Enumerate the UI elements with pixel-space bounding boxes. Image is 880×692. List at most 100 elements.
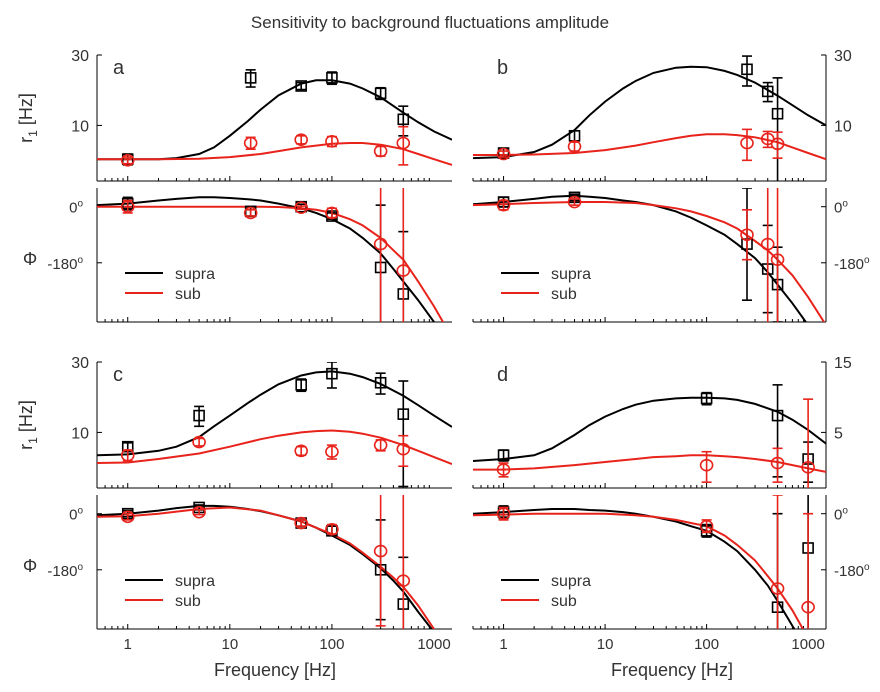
data-point-supra [193,409,205,422]
data-point-sub [760,237,775,251]
y-tick-label: 10 [71,118,89,135]
degree-sign: o [77,255,83,266]
y-axis-label-r1: r1 [Hz] [16,400,40,450]
data-point-sub [192,435,206,449]
data-point-sub [740,228,754,242]
plot-area [473,495,815,629]
figure-title: Sensitivity to background fluctuations a… [251,13,609,32]
data-point-supra [397,408,410,420]
data-point-sub [496,198,511,212]
series-curve-sub [97,506,436,629]
data-point-sub [396,574,411,587]
data-point-sub [325,135,339,148]
y-tick-label: 30 [71,48,89,65]
x-axis-label-left: Frequency [Hz] [214,660,336,680]
data-point-supra [397,113,410,126]
data-point-sub [120,200,135,213]
x-tick-label: 1 [124,636,132,653]
data-point-sub [243,206,258,220]
data-point-sub [120,448,135,462]
data-point-sub [294,444,308,458]
data-point-sub [325,445,339,459]
data-point-sub [770,456,785,470]
degree-sign: o [77,506,83,517]
y-tick-label: -180o [47,255,83,273]
data-point-sub [699,458,714,472]
y-tick-label: 15 [834,355,852,372]
degree-sign: o [77,562,83,573]
series-curve-sub [97,205,445,322]
legend-label-sub: sub [551,286,577,303]
series-curve-supra [473,65,826,160]
plot-area [97,69,452,167]
y-tick-label: -180o [834,255,870,273]
legend-label-supra: supra [175,573,215,590]
data-point-supra [295,379,307,391]
x-tick-label: 1 [499,636,507,653]
data-point-sub [740,136,754,150]
data-point-sub [770,137,785,151]
data-point-sub [567,140,582,153]
series-curve-sub [473,133,826,161]
legend-label-sub: sub [551,593,577,610]
data-point-sub [801,461,815,474]
x-tick-label: 100 [694,636,719,653]
panel-letter-c: c [113,364,123,386]
data-point-sub [294,201,308,214]
data-point-supra [374,87,387,100]
data-point-sub [373,237,388,251]
data-point-supra [497,449,510,462]
data-point-sub [373,144,388,158]
panel-letter-b: b [497,57,508,79]
data-point-supra [741,63,753,76]
data-point-sub [120,510,135,524]
data-point-sub [396,442,411,456]
r1-unit: [Hz] [16,400,36,437]
data-point-sub [294,133,308,147]
panel-letter-d: d [497,364,508,386]
plot-area [97,495,436,629]
degree-sign: o [864,255,870,266]
data-point-supra [374,376,387,389]
data-point-sub [699,519,714,533]
y-tick-label: 5 [834,425,843,442]
data-point-sub [496,463,511,476]
x-axis-label-right: Frequency [Hz] [611,660,733,680]
data-point-sub [192,505,206,519]
data-point-sub [770,253,785,266]
y-tick-label: -180o [834,562,870,580]
data-point-supra [771,409,784,422]
r1-subscript: 1 [26,437,40,444]
degree-sign: o [864,562,870,573]
legend-label-sub: sub [175,593,201,610]
series-curve-supra [97,79,452,161]
series-curve-supra [473,396,826,462]
data-point-sub [243,136,258,150]
data-point-sub [770,582,785,595]
panel-d-phase: 0o -180o supra sub [472,495,870,630]
series-curve-sub [473,512,805,629]
y-tick-label: 0o [834,506,848,524]
legend-label-sub: sub [175,286,201,303]
data-point-sub [396,264,411,277]
y-axis-label-r1: r1 [Hz] [16,93,40,143]
x-tick-label: 10 [221,636,238,653]
plot-area [473,384,826,488]
y-tick-label: 0o [69,506,83,524]
panel-a-phase: 0o -180o supra sub [47,188,452,323]
r1-subscript: 1 [26,130,40,137]
data-point-sub [496,147,511,161]
data-point-sub [120,154,135,167]
panel-c-amp: 10 30 [71,355,452,489]
x-tick-label: 1000 [417,636,450,653]
data-point-sub [325,522,339,536]
panel-d-amp: 5 15 [472,355,852,489]
data-point-sub [325,206,339,220]
legend-label-supra: supra [551,266,591,283]
data-point-supra [761,85,774,98]
x-tick-label: 1000 [791,636,824,653]
degree-sign: o [842,199,848,210]
legend-label-supra: supra [551,573,591,590]
plot-area [97,188,445,322]
